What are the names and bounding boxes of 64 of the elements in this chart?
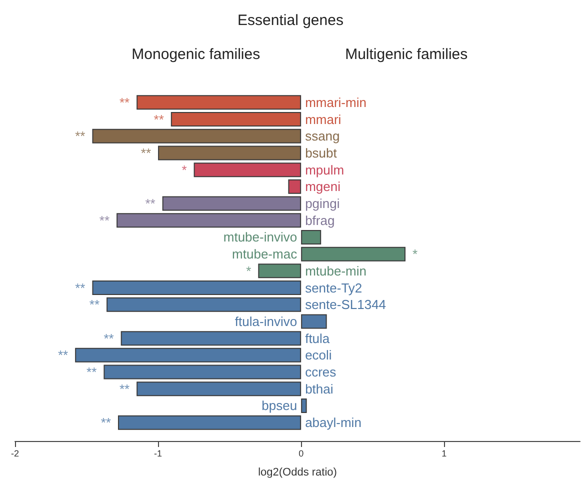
bar bbox=[301, 246, 406, 262]
y-tick-label: mtube-mac bbox=[232, 246, 298, 262]
y-tick-label: mmari-min bbox=[305, 94, 366, 110]
y-tick-label: sente-SL1344 bbox=[305, 297, 386, 312]
bar bbox=[301, 314, 327, 329]
bar bbox=[194, 162, 302, 178]
text: Monogenic families bbox=[132, 46, 260, 63]
annotation: ** bbox=[75, 128, 86, 144]
x-tick-label: 0 bbox=[298, 448, 304, 458]
bar bbox=[75, 348, 302, 362]
bar bbox=[301, 398, 307, 413]
x-tick-label: -1 bbox=[154, 448, 162, 458]
annotation: ** bbox=[100, 415, 111, 430]
y-tick-label: ecoli bbox=[305, 348, 332, 363]
x-tick-label: -2 bbox=[10, 448, 20, 458]
bar bbox=[106, 297, 302, 312]
bar bbox=[301, 230, 322, 244]
annotation: ** bbox=[89, 297, 100, 312]
annotation: ** bbox=[99, 212, 110, 228]
bar bbox=[104, 364, 302, 380]
y-tick-label: bpseu bbox=[262, 398, 298, 414]
bar bbox=[136, 95, 302, 110]
annotation: ** bbox=[119, 381, 130, 396]
annotation: ** bbox=[104, 330, 114, 346]
y-tick-label: mgeni bbox=[305, 179, 341, 194]
bar bbox=[158, 146, 302, 160]
y-tick-label: mpulm bbox=[305, 162, 344, 178]
y-tick-label: ftula-invivo bbox=[234, 314, 298, 329]
bar bbox=[170, 112, 302, 127]
annotation: ** bbox=[154, 112, 164, 127]
bar bbox=[116, 213, 302, 228]
bar bbox=[162, 196, 302, 211]
annotation: ** bbox=[58, 348, 68, 363]
y-tick-label: mtube-invivo bbox=[223, 230, 298, 245]
bar bbox=[258, 264, 302, 278]
bar bbox=[92, 128, 302, 144]
text: Multigenic families bbox=[345, 46, 468, 63]
y-tick-label: ccres bbox=[305, 364, 337, 380]
y-tick-label: bfrag bbox=[305, 212, 335, 228]
y-tick-label: bthai bbox=[305, 381, 334, 396]
y-tick-label: abayl-min bbox=[305, 415, 362, 430]
annotation: ** bbox=[75, 280, 86, 296]
y-tick-label: ssang bbox=[305, 128, 340, 144]
x-axis-title: log2(Odds ratio) bbox=[258, 466, 337, 478]
annotation: * bbox=[246, 263, 252, 278]
bar bbox=[92, 280, 302, 296]
bar bbox=[288, 179, 302, 194]
annotation: * bbox=[412, 246, 418, 262]
y-tick-label: pgingi bbox=[305, 196, 340, 212]
annotation: ** bbox=[145, 196, 156, 212]
x-tick-label: 1 bbox=[442, 448, 447, 458]
y-tick-label: ftula bbox=[305, 330, 330, 346]
bar bbox=[120, 331, 302, 346]
y-tick-label: mmari bbox=[305, 112, 342, 127]
y-tick-label: sente-Ty2 bbox=[305, 280, 362, 296]
y-tick-label: bsubt bbox=[305, 145, 338, 160]
annotation: ** bbox=[86, 364, 97, 380]
annotation: ** bbox=[119, 94, 130, 110]
bar bbox=[118, 415, 302, 430]
annotation: * bbox=[182, 162, 187, 178]
y-tick-label: mtube-min bbox=[305, 263, 366, 278]
bar bbox=[136, 382, 302, 396]
chart-title: Essential genes bbox=[238, 12, 344, 29]
annotation: ** bbox=[140, 145, 152, 160]
